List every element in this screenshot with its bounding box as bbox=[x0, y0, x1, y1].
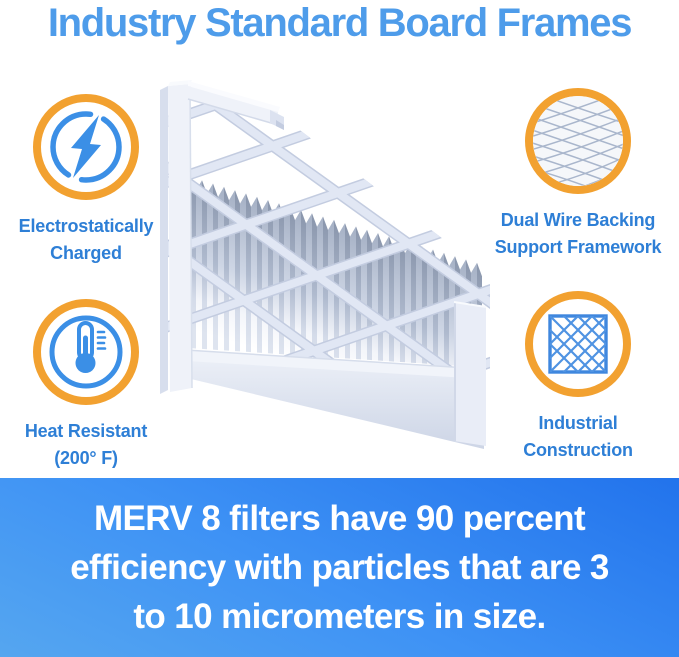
orange-ring bbox=[525, 88, 631, 194]
lightning-bolt-icon bbox=[50, 111, 122, 183]
banner-text-line: efficiency with particles that are 3 bbox=[70, 548, 609, 587]
thermometer-icon bbox=[49, 315, 123, 389]
feature-dual-wire-backing: Dual Wire Backing Support Framework bbox=[488, 88, 668, 261]
orange-ring bbox=[33, 299, 139, 405]
banner-text-line: MERV 8 filters have 90 percent bbox=[93, 499, 586, 538]
page-title: Industry Standard Board Frames bbox=[47, 1, 633, 45]
feature-label: Industrial Construction bbox=[523, 413, 633, 460]
feature-label: Dual Wire Backing Support Framework bbox=[494, 210, 662, 257]
info-banner: MERV 8 filters have 90 percent efficienc… bbox=[0, 478, 679, 657]
feature-electrostatically-charged: Electrostatically Charged bbox=[2, 94, 170, 267]
feature-heat-resistant: Heat Resistant (200° F) bbox=[2, 299, 170, 472]
feature-label: Electrostatically Charged bbox=[18, 216, 154, 263]
pleated-air-filter-illustration bbox=[158, 78, 496, 476]
banner-text-line: to 10 micrometers in size. bbox=[133, 597, 546, 636]
air-filter-render bbox=[160, 80, 490, 449]
feature-label: Heat Resistant (200° F) bbox=[24, 421, 148, 468]
diamond-lattice-icon bbox=[548, 314, 608, 374]
orange-ring bbox=[525, 291, 631, 397]
orange-ring bbox=[33, 94, 139, 200]
feature-industrial-construction: Industrial Construction bbox=[488, 291, 668, 464]
wire-mesh-icon bbox=[533, 96, 623, 186]
